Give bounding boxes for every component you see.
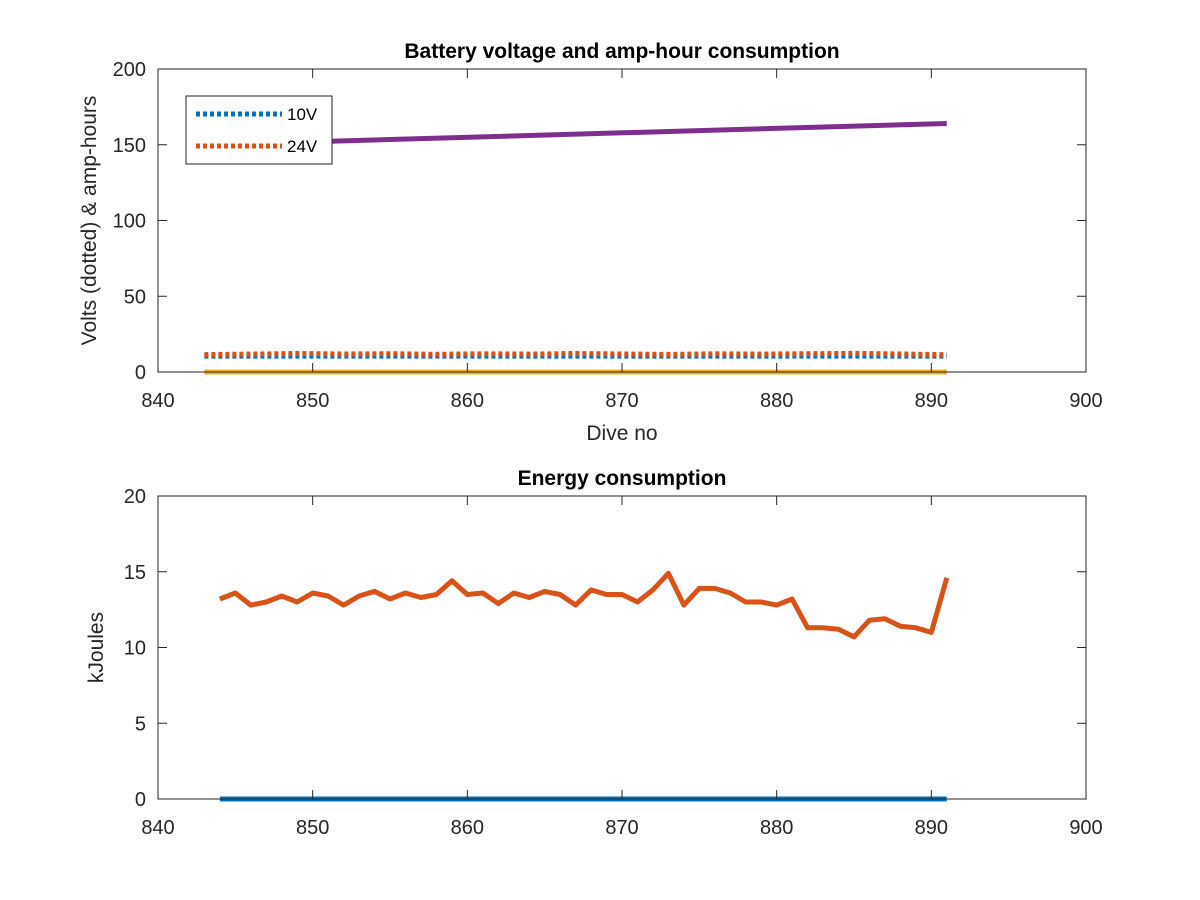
battery-x-tick-label: 880 [760,390,793,412]
legend-box [185,95,333,165]
battery-y-tick-label: 200 [113,59,146,81]
battery-x-tick-label: 850 [296,390,329,412]
battery-legend: 10V 24V [185,95,333,165]
energy-x-tick-label: 840 [141,817,174,839]
battery-y-axis-label: Volts (dotted) & amp-hours [78,96,101,346]
battery-x-tick-label: 870 [605,390,638,412]
energy-y-axis-label: kJoules [85,612,108,683]
energy-y-tick-label: 20 [124,486,146,508]
energy-y-tick-label: 15 [124,562,146,584]
battery-chart-title: Battery voltage and amp-hour consumption [404,40,839,63]
battery-x-tick-label: 900 [1069,390,1102,412]
battery-series-2-line [312,121,947,145]
battery-x-tick-label: 890 [915,390,948,412]
energy-x-tick-label: 870 [605,817,638,839]
energy-series-layer [218,570,950,802]
energy-chart-title: Energy consumption [518,467,727,490]
legend-label-10v: 10V [287,105,318,124]
battery-y-tick-label: 0 [135,362,146,384]
subplot-energy: 840 850 860 870 880 890 900 0 5 10 15 20 Energy con… [85,467,1103,839]
battery-y-tick-label: 100 [113,211,146,233]
energy-x-tick-label: 890 [915,817,948,839]
energy-x-tick-label: 860 [451,817,484,839]
battery-x-axis-label: Dive no [586,422,657,445]
energy-y-tick-label: 10 [124,638,146,660]
battery-y-tick-label: 150 [113,135,146,157]
energy-y-tick-label: 0 [135,789,146,811]
subplot-battery: 840 850 860 870 880 890 900 0 50 100 150 200 Batter… [78,40,1103,445]
energy-axes-box [157,495,1087,800]
battery-ticks-layer: 840 850 860 870 880 890 900 0 50 100 150 200 [113,59,1103,412]
energy-y-tick-label: 5 [135,713,146,735]
battery-series-24v-line [204,350,947,358]
battery-x-tick-label: 860 [451,390,484,412]
energy-x-tick-label: 850 [296,817,329,839]
battery-y-tick-label: 50 [124,286,146,308]
legend-label-24v: 24V [287,137,318,156]
energy-series-0-line [218,570,950,640]
energy-x-tick-label: 900 [1069,817,1102,839]
energy-x-tick-label: 880 [760,817,793,839]
battery-x-tick-label: 840 [141,390,174,412]
energy-ticks-layer: 840 850 860 870 880 890 900 0 5 10 15 20 [124,486,1103,839]
